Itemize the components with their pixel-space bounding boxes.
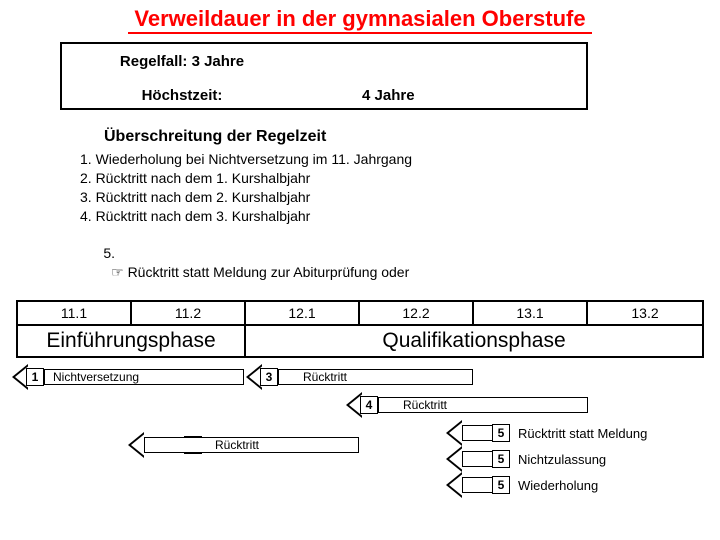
list-item: 4. Rücktritt nach dem 3. Kurshalbjahr	[80, 207, 458, 226]
info-row-1: Regelfall: 3 Jahre	[62, 44, 586, 78]
phase-row: Einführungsphase Qualifikationsphase	[16, 324, 704, 358]
info-box: Regelfall: 3 Jahre Höchstzeit: 4 Jahre	[60, 42, 588, 110]
sem-13-2: 13.2	[586, 300, 704, 326]
arrow-2-label: Rücktritt	[215, 438, 259, 452]
arrow-area: 1 Nichtversetzung 3 Rücktritt 4 Rücktrit…	[16, 364, 704, 524]
info-row-2: Höchstzeit: 4 Jahre	[62, 78, 586, 112]
hoechstzeit-value: 4 Jahre	[302, 87, 415, 104]
sem-12-1: 12.1	[244, 300, 360, 326]
list-item-5a: ☞ Rücktritt statt Meldung zur Abiturprüf…	[103, 264, 409, 280]
sem-12-2: 12.2	[358, 300, 474, 326]
arrow-5a-label: Rücktritt statt Meldung	[518, 426, 647, 441]
arrow-3: Rücktritt	[278, 369, 473, 385]
arrow-5a-badge: 5	[492, 424, 510, 442]
arrow-1-badge: 1	[26, 368, 44, 386]
arrow-4-label: Rücktritt	[403, 398, 447, 412]
sem-13-1: 13.1	[472, 300, 588, 326]
arrow-4: Rücktritt	[378, 397, 588, 413]
page-title: Verweildauer in der gymnasialen Oberstuf…	[0, 0, 720, 32]
page: Verweildauer in der gymnasialen Oberstuf…	[0, 0, 720, 540]
arrow-5b-badge: 5	[492, 450, 510, 468]
list-item-5-num: 5.	[103, 245, 115, 261]
section-heading: Überschreitung der Regelzeit	[104, 128, 326, 146]
regelfall-label: Regelfall: 3 Jahre	[62, 53, 302, 70]
arrow-4-badge: 4	[360, 396, 378, 414]
timeline: 11.1 11.2 12.1 12.2 13.1 13.2 Einführung…	[16, 300, 704, 358]
arrow-1-label: Nichtversetzung	[53, 370, 139, 384]
arrow-5c-label: Wiederholung	[518, 478, 598, 493]
arrow-3-badge: 3	[260, 368, 278, 386]
list-item: 2. Rücktritt nach dem 1. Kurshalbjahr	[80, 169, 458, 188]
arrow-2: Rücktritt	[144, 437, 359, 453]
semester-row: 11.1 11.2 12.1 12.2 13.1 13.2	[16, 300, 704, 326]
arrow-5b-label: Nichtzulassung	[518, 452, 606, 467]
arrow-5c-badge: 5	[492, 476, 510, 494]
arrow-1: Nichtversetzung	[44, 369, 244, 385]
phase-qualifikation: Qualifikationsphase	[244, 324, 704, 358]
arrow-3-label: Rücktritt	[303, 370, 347, 384]
phase-einfuehrung: Einführungsphase	[16, 324, 246, 358]
sem-11-2: 11.2	[130, 300, 246, 326]
list-item: 5. ☞ Rücktritt statt Meldung zur Abiturp…	[80, 226, 458, 302]
hoechstzeit-label: Höchstzeit:	[62, 87, 302, 104]
list-item: 3. Rücktritt nach dem 2. Kurshalbjahr	[80, 188, 458, 207]
list-item: 1. Wiederholung bei Nichtversetzung im 1…	[80, 150, 458, 169]
sem-11-1: 11.1	[16, 300, 132, 326]
